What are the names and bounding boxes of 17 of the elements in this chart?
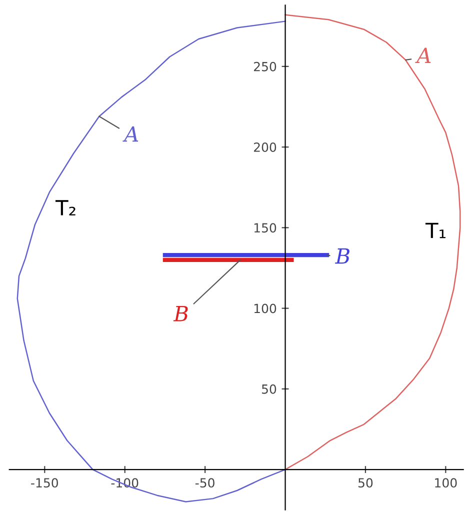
line-series (284, 14, 461, 470)
y-tick-label: 50 (262, 384, 276, 394)
annotation: A (415, 48, 431, 63)
x-tick-label: 100 (435, 478, 457, 488)
y-tick-label: 100 (254, 304, 276, 314)
line-series (16, 20, 286, 502)
annotation: T₁ (425, 222, 446, 238)
x-tick-label: -150 (31, 478, 58, 488)
annotation: B (173, 306, 188, 322)
y-tick-label: 200 (254, 142, 276, 152)
annotation: A (122, 126, 138, 142)
y-tick-label: 150 (254, 223, 276, 233)
x-tick-label: 50 (358, 478, 373, 488)
annotation: T₂ (56, 200, 76, 216)
annotation: B (334, 248, 350, 264)
x-tick-label: -50 (195, 478, 214, 488)
y-tick-label: 250 (254, 62, 276, 72)
